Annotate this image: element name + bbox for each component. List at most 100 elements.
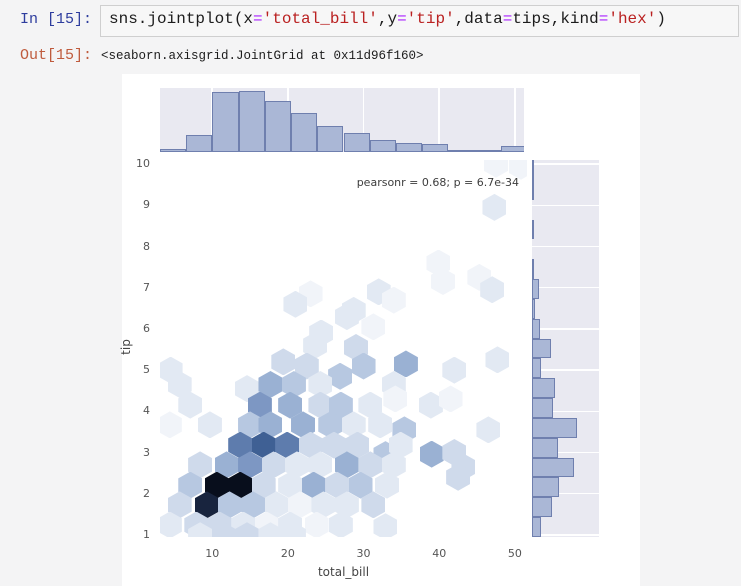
right-hist-bar [532, 437, 559, 458]
hex-cell [442, 356, 467, 384]
output-text: <seaborn.axisgrid.JointGrid at 0x11d96f1… [101, 49, 424, 63]
hex-cell [383, 385, 408, 413]
top-hist-bar [186, 135, 213, 152]
hex-cell [235, 522, 260, 537]
gridline [532, 451, 599, 454]
gridline [532, 286, 599, 289]
right-hist-bar [532, 497, 553, 518]
right-hist-bar [532, 517, 541, 537]
hex-cell [438, 385, 463, 413]
y-tick-label: 6 [143, 321, 150, 335]
hex-cell [160, 511, 182, 537]
gridline [532, 328, 599, 330]
hexbin-joint-plot: pearsonr = 0.68; p = 6.7e-34 [160, 160, 527, 537]
x-tick-label: 50 [507, 547, 522, 560]
output-prompt: Out[15]: [19, 47, 92, 64]
gridline [532, 534, 599, 536]
x-tick-label: 10 [205, 547, 220, 560]
gridline [362, 88, 365, 152]
right-hist-bar [532, 279, 539, 299]
code-token-plain: ) [656, 10, 666, 28]
gridline [532, 492, 599, 495]
right-hist-bar [532, 378, 556, 399]
hex-cell [211, 522, 236, 537]
hex-cell [160, 411, 182, 439]
hex-cell [446, 463, 471, 491]
y-tick-label: 5 [143, 363, 150, 377]
top-hist-bar [238, 90, 265, 152]
right-hist-bar [532, 160, 534, 180]
hex-cell [482, 193, 507, 221]
y-axis-label: tip [118, 339, 133, 355]
top-marginal-histogram [160, 88, 524, 152]
hex-cell [373, 513, 398, 537]
hex-cell [351, 352, 376, 380]
y-tick-label: 8 [143, 239, 150, 253]
hex-cell [375, 471, 399, 499]
right-hist-bar [532, 298, 536, 319]
hex-cell [348, 471, 373, 499]
code-token-string: 'hex' [608, 10, 657, 28]
gridline [514, 88, 516, 152]
hex-cell [341, 296, 366, 324]
hex-cell [281, 522, 306, 537]
right-marginal-histogram [532, 160, 599, 537]
code-token-operator: = [397, 10, 407, 28]
top-hist-bar [343, 132, 370, 152]
top-hist-bar [264, 101, 292, 152]
y-tick-label: 4 [143, 404, 150, 418]
hex-cell [381, 286, 406, 314]
top-hist-bar [422, 144, 449, 152]
x-tick-label: 40 [432, 547, 447, 560]
hex-cell [283, 290, 308, 318]
right-hist-bar [532, 259, 534, 280]
hex-cell [431, 268, 455, 296]
hex-cell [197, 411, 222, 439]
x-axis-label: total_bill [317, 565, 370, 579]
hex-cell [322, 431, 347, 459]
hex-cell [361, 313, 386, 341]
right-hist-bar [532, 457, 575, 478]
hex-cell [258, 522, 283, 537]
x-tick-label: 30 [356, 547, 371, 560]
top-hist-bar [448, 150, 475, 152]
hex-cell [476, 416, 501, 444]
code-token-string: 'tip' [406, 10, 455, 28]
hex-cell [483, 160, 508, 178]
code-token-plain: ,y [377, 10, 398, 28]
x-tick-label: 20 [280, 547, 295, 560]
code-token-plain: tips,kind [512, 10, 599, 28]
code-token-plain: sns.jointplot(x [109, 10, 254, 28]
hex-cell [368, 411, 393, 439]
hex-cell [278, 391, 303, 419]
top-hist-bar [212, 92, 239, 152]
top-hist-bar [500, 146, 524, 152]
code-token-string: 'total_bill' [262, 10, 378, 28]
gridline [532, 204, 599, 207]
hex-cell [281, 371, 306, 399]
top-hist-bar [395, 143, 423, 152]
hex-cell [178, 391, 203, 419]
gridline [532, 410, 599, 413]
top-hist-bar [369, 140, 396, 152]
y-tick-label: 1 [143, 527, 150, 541]
top-hist-bar [317, 125, 344, 152]
hex-cell [393, 350, 418, 378]
right-hist-bar [532, 219, 534, 240]
top-hist-bar [160, 148, 187, 152]
code-line: sns.jointplot(x='total_bill',y='tip',dat… [109, 10, 666, 28]
gridline [438, 88, 440, 152]
pearson-annotation: pearsonr = 0.68; p = 6.7e-34 [356, 176, 519, 189]
y-tick-label: 10 [136, 157, 150, 171]
code-cell-input[interactable]: sns.jointplot(x='total_bill',y='tip',dat… [100, 5, 739, 37]
input-prompt: In [15]: [19, 11, 92, 28]
y-tick-label: 7 [143, 280, 150, 294]
top-hist-bar [291, 112, 318, 152]
right-hist-bar [532, 398, 554, 418]
code-token-plain: ,data [454, 10, 503, 28]
hex-cell [361, 491, 386, 519]
hex-cell [508, 160, 527, 180]
right-hist-bar [532, 477, 560, 498]
gridline [532, 163, 599, 165]
